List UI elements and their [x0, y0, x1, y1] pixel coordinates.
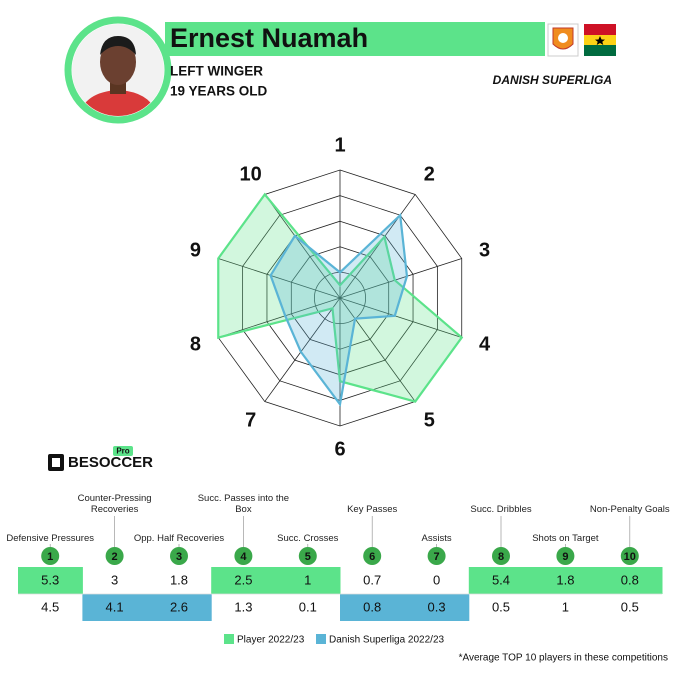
player-value: 1 [304, 572, 311, 587]
legend-label: Danish Superliga 2022/23 [329, 635, 445, 646]
logo: BESOCCER Pro [48, 446, 153, 471]
logo-badge: Pro [116, 447, 129, 456]
metric-number: 9 [562, 551, 568, 563]
metric-number: 1 [47, 551, 53, 563]
flag [584, 24, 616, 56]
player-value: 5.3 [41, 572, 59, 587]
legend-swatch [316, 634, 326, 644]
metric-label: Succ. Dribbles [470, 504, 532, 515]
name-bar [165, 22, 545, 56]
axis-label: 5 [424, 409, 435, 431]
league-value: 0.8 [363, 599, 381, 614]
metric-number-badge [363, 547, 382, 565]
player-value: 0.7 [363, 572, 381, 587]
metric-label: Opp. Half Recoveries [133, 533, 225, 544]
metric-label: Counter-Pressing Recoveries [77, 493, 152, 515]
legend-swatch [224, 634, 234, 644]
axis-label: 7 [245, 409, 256, 431]
player-highlight [18, 567, 83, 594]
metric-number-badge [427, 547, 446, 565]
axis-line [218, 258, 341, 299]
metric-number: 7 [434, 551, 440, 563]
league-highlight [404, 594, 470, 621]
radar: 1 2 3 4 5 6 7 8 9 10 [190, 134, 491, 460]
metric-number-badge [234, 547, 253, 565]
metric-number-badge [556, 547, 575, 565]
player-value: 0 [433, 572, 440, 587]
radar-area [217, 192, 464, 403]
player-highlight [211, 567, 277, 594]
league-value: 0.1 [299, 599, 317, 614]
metric-label: Shots on Target [532, 533, 599, 544]
league-value: 1 [562, 599, 569, 614]
metric-number-badge [492, 547, 510, 565]
metric-number-badge [620, 547, 639, 565]
axis-label: 9 [190, 239, 201, 261]
metric-number-badge [170, 547, 188, 565]
player-name: Ernest Nuamah [170, 23, 368, 53]
metric-number: 4 [240, 551, 247, 563]
legend-label: Player 2022/23 [237, 635, 305, 646]
axis-line [218, 297, 341, 338]
league-highlight [146, 594, 212, 621]
league-highlight [340, 594, 405, 621]
metric-number: 5 [305, 551, 311, 563]
axis-label: 3 [479, 239, 490, 261]
axis-line [264, 297, 341, 402]
metric-number: 3 [176, 551, 182, 563]
league-highlight [82, 594, 148, 621]
league-value: 4.1 [106, 599, 124, 614]
league-value: 0.3 [428, 599, 446, 614]
player-value: 1.8 [556, 572, 574, 587]
metric-number: 2 [112, 551, 118, 563]
metric-label: Non-Penalty Goals [589, 504, 670, 515]
axis-label: 2 [424, 163, 435, 185]
player-value: 5.4 [492, 572, 510, 587]
axis-label: 6 [334, 438, 345, 460]
axis-label: 4 [479, 333, 491, 355]
metric-number-badge [41, 547, 60, 565]
league-value: 1.3 [234, 599, 252, 614]
metric-label: Defensive Pressures [6, 533, 95, 544]
league-value: 0.5 [492, 599, 510, 614]
metric-label: Key Passes [347, 504, 398, 515]
axis-line [339, 297, 462, 338]
axis-label: 1 [334, 134, 345, 156]
metric-number: 10 [624, 551, 636, 563]
player-highlight [275, 567, 341, 594]
logo-text: BESOCCER [68, 454, 153, 471]
player-highlight [533, 567, 599, 594]
player-highlight [468, 567, 534, 594]
metric-label: Succ. Passes into the Box [197, 493, 290, 515]
radar-area [269, 212, 409, 407]
axis-line [339, 297, 416, 402]
league-value: 0.5 [621, 599, 639, 614]
metric-number: 6 [369, 551, 375, 563]
player-value: 3 [111, 572, 118, 587]
axis-line [339, 194, 416, 299]
axis-label: 10 [240, 163, 262, 185]
league-value: 2.6 [170, 599, 188, 614]
age: 19 YEARS OLD [170, 84, 268, 99]
metric-number: 8 [498, 551, 504, 563]
club-badge [547, 23, 579, 57]
metric-number-badge [298, 547, 317, 565]
metric-label: Succ. Crosses [277, 533, 339, 544]
player-value: 1.8 [170, 572, 188, 587]
axis-line [339, 258, 462, 299]
footnote: *Average TOP 10 players in these competi… [459, 653, 668, 664]
metric-label: Assists [421, 533, 452, 544]
axis-label: 8 [190, 333, 201, 355]
metric-number-badge [105, 547, 124, 565]
league: DANISH SUPERLIGA [493, 73, 612, 87]
player-value: 0.8 [621, 572, 639, 587]
axis-line [264, 194, 341, 299]
player-value: 2.5 [234, 572, 252, 587]
player-highlight [597, 567, 663, 594]
league-value: 4.5 [41, 599, 59, 614]
table: 1 5.3 4.5 2 3 4.1 3 1.8 2.6 4 2.5 1.3 5 1 0.1 6 0.7 0.8 7 0… [18, 516, 663, 646]
position: LEFT WINGER [170, 64, 263, 79]
